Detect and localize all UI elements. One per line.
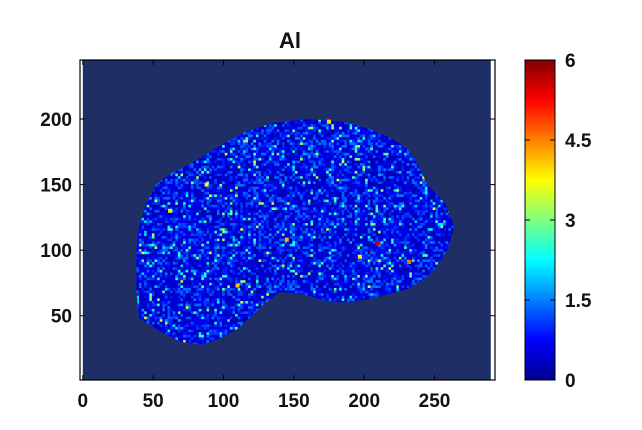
x-axis: 0 50 100 150 200 250 [78, 60, 451, 412]
chart-title: Al [279, 28, 301, 53]
x-tick-label: 200 [348, 391, 380, 412]
colorbar-tick-label: 6 [565, 51, 576, 72]
colorbar-tick-label: 0 [565, 371, 576, 392]
hotspot-0 [376, 241, 381, 246]
hotspot-2 [284, 237, 289, 242]
y-tick-label: 50 [51, 307, 72, 328]
y-axis: 50 100 150 200 [40, 110, 495, 328]
hotspot-6 [357, 254, 362, 259]
hotspot-5 [235, 283, 240, 288]
colorbar-tick-label: 1.5 [565, 291, 592, 312]
x-tick-label: 0 [78, 391, 89, 412]
x-tick-label: 150 [278, 391, 310, 412]
colorbar-tick-label: 3 [565, 211, 576, 232]
plot-frame [79, 59, 496, 381]
hotspot-layer [168, 119, 412, 288]
hotspot-1 [407, 259, 412, 264]
hotspot-4 [168, 208, 173, 213]
y-tick-label: 150 [40, 176, 72, 197]
x-tick-label: 50 [143, 391, 164, 412]
x-tick-label: 100 [208, 391, 240, 412]
colorbar: 0 1.5 3 4.5 6 [524, 51, 592, 392]
x-tick-label: 250 [419, 391, 451, 412]
colorbar-tick-label: 4.5 [565, 131, 592, 152]
hotspot-3 [327, 119, 331, 124]
hotspot-7 [204, 182, 209, 187]
y-tick-label: 200 [40, 110, 72, 131]
plot-area [79, 59, 496, 381]
y-tick-label: 100 [40, 241, 72, 262]
